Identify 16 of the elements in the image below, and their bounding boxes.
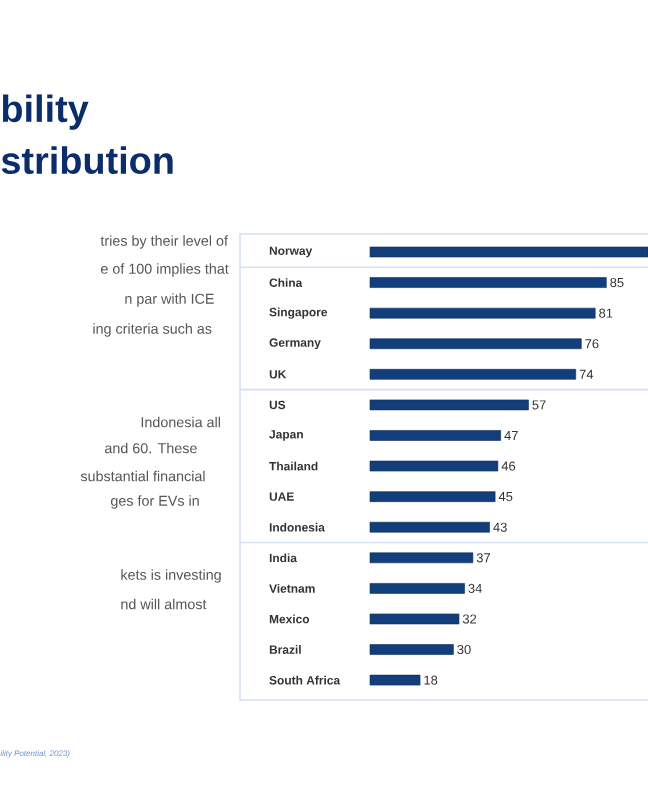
bar xyxy=(369,583,465,594)
bar xyxy=(369,277,607,288)
bar xyxy=(369,674,421,686)
bar xyxy=(369,430,501,441)
chart-title: bility stribution xyxy=(1,94,173,175)
bar xyxy=(369,460,499,472)
bar xyxy=(369,246,648,258)
bar xyxy=(369,521,490,533)
bar xyxy=(369,491,496,502)
bar xyxy=(369,644,454,655)
bar xyxy=(369,613,460,625)
bar xyxy=(369,338,582,350)
bar xyxy=(369,399,529,411)
bar xyxy=(369,369,577,380)
bar xyxy=(369,552,474,564)
bar xyxy=(369,307,596,319)
